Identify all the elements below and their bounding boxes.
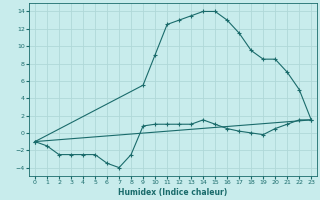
- X-axis label: Humidex (Indice chaleur): Humidex (Indice chaleur): [118, 188, 228, 197]
